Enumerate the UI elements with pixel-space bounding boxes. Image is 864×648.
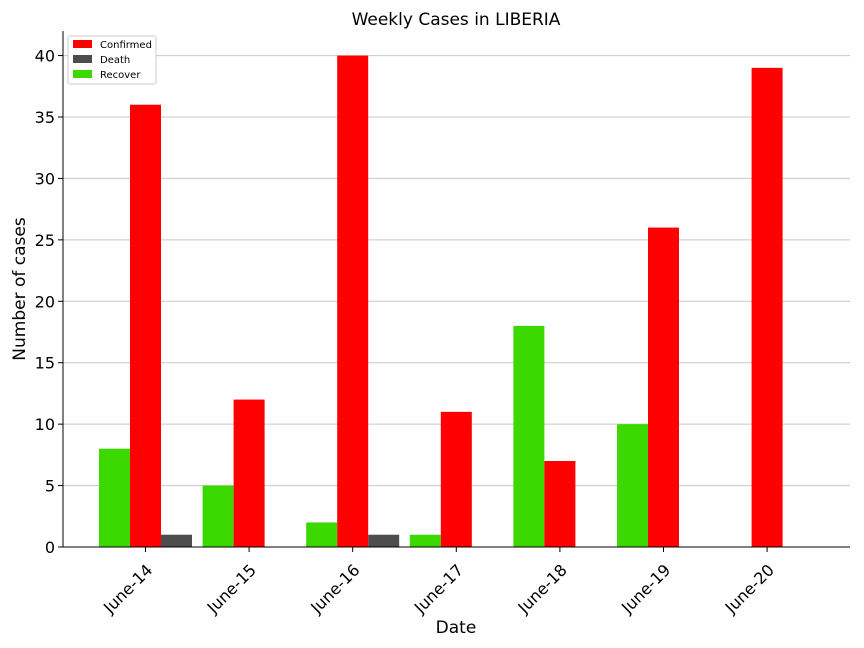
bar-recover <box>617 424 648 547</box>
x-tick-label: June-16 <box>306 560 363 617</box>
legend-label-confirmed: Confirmed <box>100 40 152 51</box>
legend: Confirmed Death Recover <box>67 35 157 85</box>
y-ticks: 0 5 10 15 20 25 30 35 40 <box>35 47 63 557</box>
y-tick-label: 35 <box>35 108 55 127</box>
y-tick-label: 20 <box>35 292 55 311</box>
y-tick-label: 10 <box>35 415 55 434</box>
x-tick-label: June-18 <box>513 560 570 617</box>
bar-recover <box>99 448 130 547</box>
x-tick-label: June-20 <box>721 560 778 617</box>
bar-confirmed <box>440 411 472 547</box>
bar-confirmed <box>544 461 576 547</box>
bar-confirmed <box>233 399 265 547</box>
bar-death <box>368 534 400 547</box>
bar-death <box>161 534 192 547</box>
legend-swatch-confirmed <box>73 40 92 48</box>
bar-confirmed <box>751 67 783 547</box>
y-tick-label: 40 <box>35 47 55 66</box>
x-tick-label: June-19 <box>617 560 674 617</box>
bar-recover <box>513 325 545 547</box>
y-axis-title: Number of cases <box>10 217 30 361</box>
y-tick-label: 30 <box>35 169 55 188</box>
x-ticks: June-14 June-15 June-16 June-17 June-18 June-… <box>99 547 778 618</box>
gridlines <box>63 55 850 487</box>
x-tick-label: June-17 <box>410 560 467 617</box>
y-tick-label: 5 <box>45 477 55 496</box>
y-tick-label: 25 <box>35 231 55 250</box>
chart-title: Weekly Cases in LIBERIA <box>352 10 561 30</box>
bar-recover <box>306 522 338 547</box>
x-axis-title: Date <box>436 618 477 638</box>
bar-recover <box>409 534 441 547</box>
legend-label-recover: Recover <box>100 70 141 81</box>
x-tick-label: June-14 <box>99 560 156 617</box>
legend-swatch-recover <box>73 70 92 78</box>
legend-label-death: Death <box>100 55 130 66</box>
bar-confirmed <box>130 104 161 547</box>
x-tick-label: June-15 <box>203 560 260 617</box>
bar-recover <box>202 485 234 547</box>
bar-confirmed <box>337 55 369 547</box>
y-tick-label: 0 <box>45 538 55 557</box>
legend-swatch-death <box>73 55 92 63</box>
y-tick-label: 15 <box>35 354 55 373</box>
bar-confirmed <box>648 227 679 548</box>
bars <box>99 55 783 548</box>
